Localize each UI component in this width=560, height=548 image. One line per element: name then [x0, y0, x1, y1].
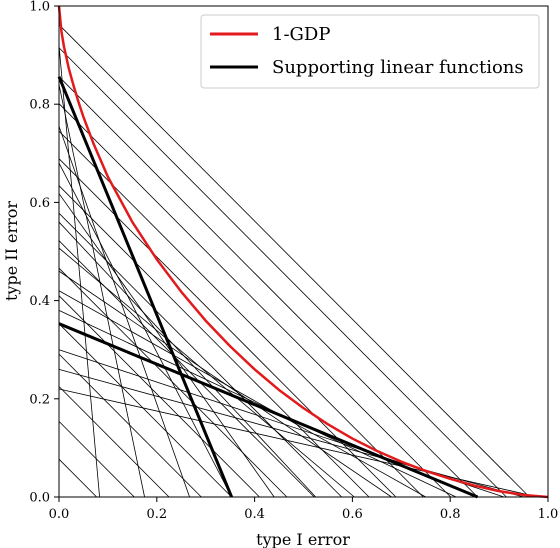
- legend: 1-GDP Supporting linear functions: [200, 14, 540, 89]
- x-tick-label-0: 0.0: [49, 507, 70, 522]
- supporting-line-12: [58, 130, 424, 498]
- supporting-line-6: [58, 295, 260, 498]
- x-tick-label-3: 0.6: [342, 507, 363, 522]
- x-tick-label-2: 0.4: [244, 507, 265, 522]
- supporting-line-22: [58, 221, 317, 498]
- supporting-line-10: [58, 185, 370, 498]
- gdp-curve: [57, 5, 549, 499]
- supporting-line-2: [58, 421, 135, 498]
- supporting-line-25: [58, 290, 426, 498]
- y-tick-label-1: 0.2: [29, 392, 50, 407]
- supporting-line-1: [58, 458, 97, 498]
- y-tick-label-4: 0.8: [29, 98, 50, 113]
- supporting-line-15: [58, 47, 507, 498]
- supporting-line-30: [58, 388, 539, 498]
- bold-supporting-line-1: [57, 76, 234, 498]
- supporting-line-5: [58, 323, 232, 498]
- x-axis-label: type I error: [256, 530, 350, 548]
- supporting-line-23: [58, 247, 355, 498]
- legend-box: [200, 14, 540, 89]
- plot-lines: [57, 24, 539, 499]
- supporting-line-16: [58, 24, 530, 498]
- supporting-line-26: [58, 310, 457, 498]
- y-axis-label: type II error: [2, 201, 21, 301]
- plot-frame: [58, 5, 549, 498]
- supporting-line-21: [58, 193, 275, 498]
- x-tick-label-5: 1.0: [538, 507, 559, 522]
- supporting-line-17: [58, 45, 100, 498]
- bold-supporting-line-2: [58, 322, 479, 499]
- supporting-line-3: [58, 386, 170, 498]
- supporting-line-18: [58, 84, 145, 498]
- x-tick-label-4: 0.8: [440, 507, 461, 522]
- supporting-line-14: [58, 76, 478, 498]
- y-tick-label-2: 0.4: [29, 294, 50, 309]
- x-tick-label-1: 0.2: [146, 507, 167, 522]
- y-tick-label-3: 0.6: [29, 196, 50, 211]
- supporting-line-8: [58, 240, 315, 498]
- x-axis-ticks: 0.0 0.2 0.4 0.6 0.8 1.0: [49, 497, 559, 522]
- supporting-line-7: [58, 267, 288, 498]
- legend-label-1-gdp: 1-GDP: [272, 24, 330, 45]
- y-tick-label-0: 0.0: [29, 491, 50, 506]
- supporting-line-29: [58, 368, 524, 498]
- y-axis-ticks: 0.0 0.2 0.4 0.6 0.8 1.0: [29, 0, 59, 506]
- supporting-line-13: [58, 103, 451, 498]
- y-tick-label-5: 1.0: [29, 0, 50, 15]
- legend-label-supporting-lines: Supporting linear functions: [272, 57, 524, 78]
- supporting-line-19: [58, 126, 190, 498]
- curve-layer: [57, 5, 549, 499]
- supporting-line-9: [58, 212, 342, 498]
